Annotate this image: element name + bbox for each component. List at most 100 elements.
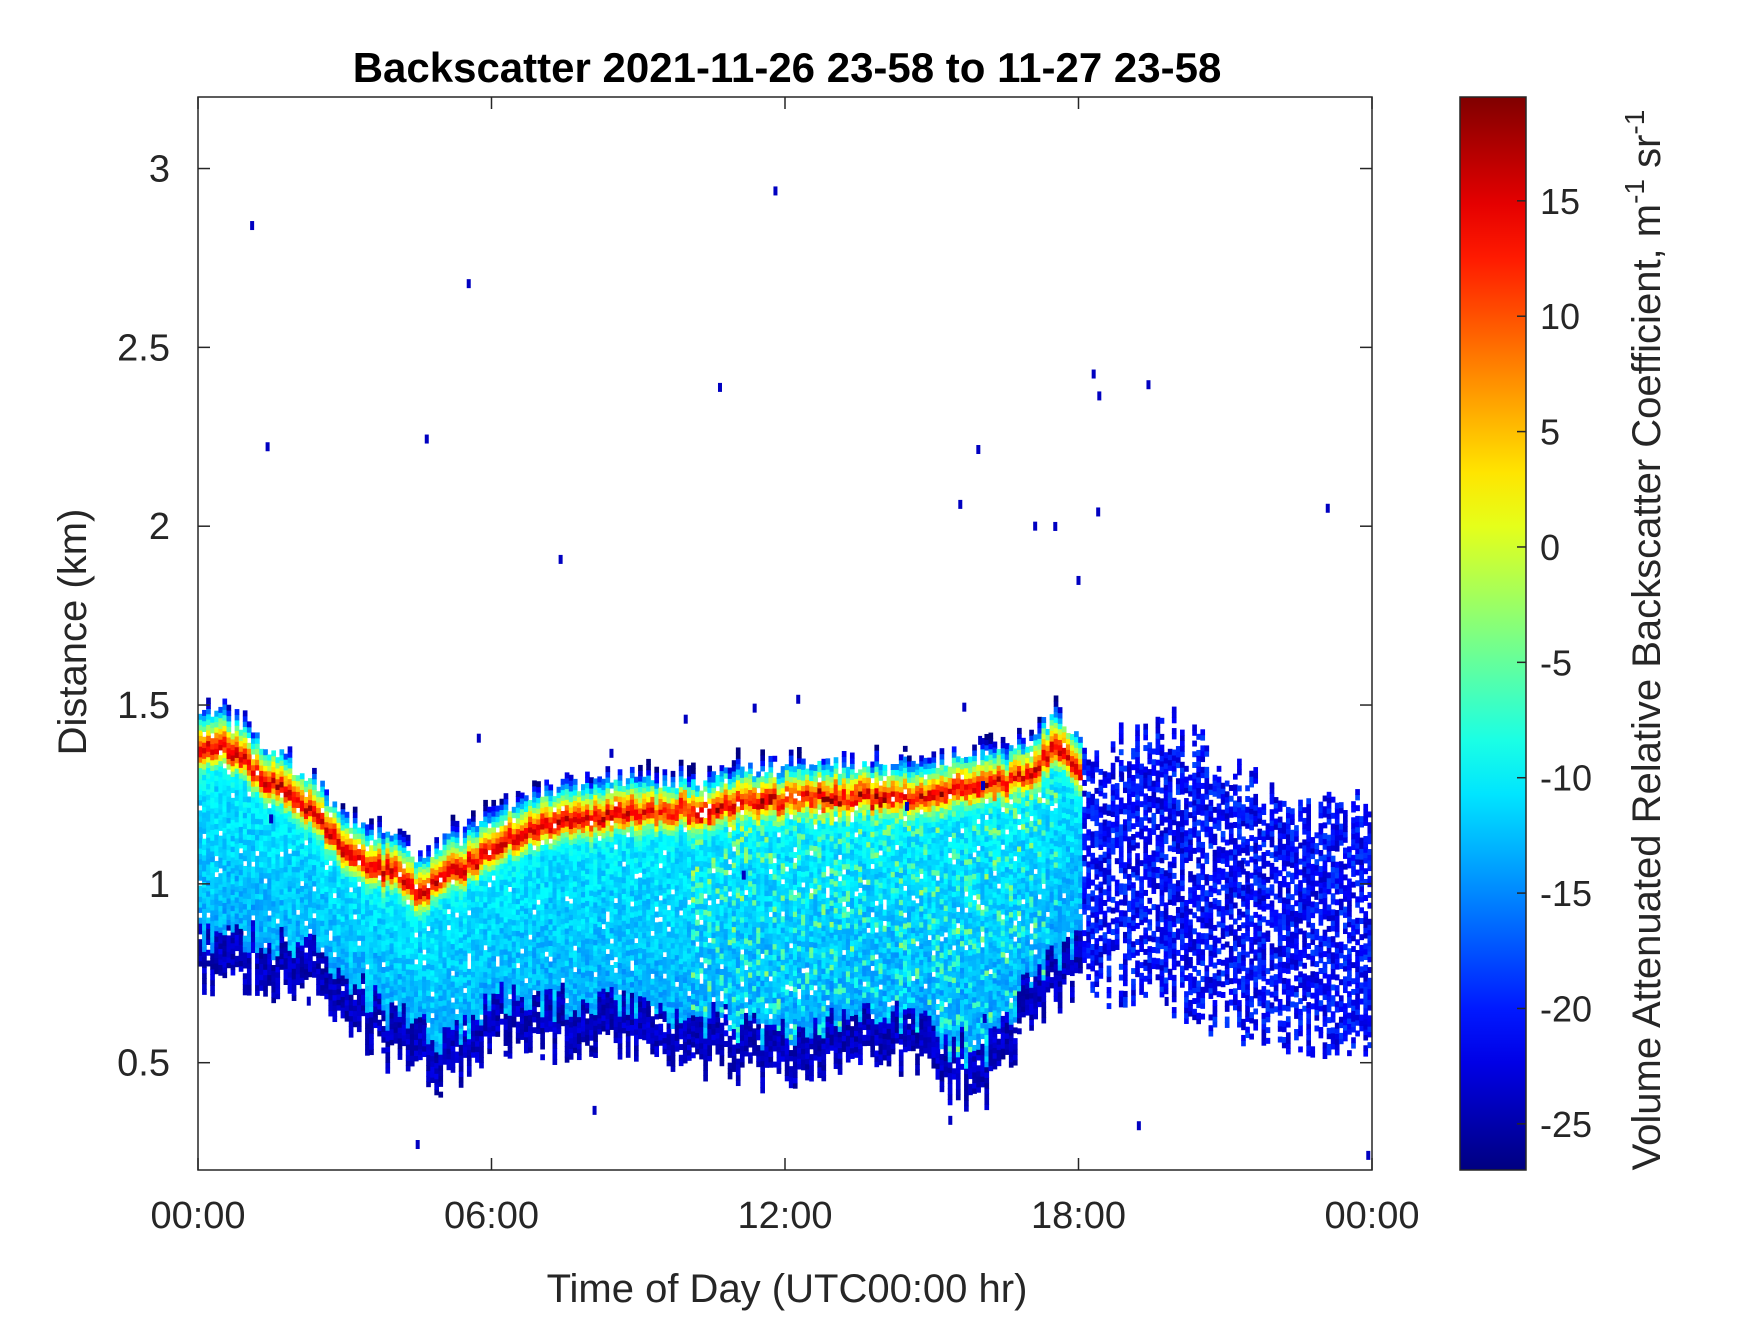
heatmap-cell (222, 913, 228, 920)
heatmap-cell (609, 846, 615, 853)
heatmap-cell (532, 1016, 537, 1023)
heatmap-cell (348, 876, 354, 883)
heatmap-cell (581, 918, 586, 925)
heatmap-cell (360, 1004, 366, 1011)
heatmap-cell (597, 781, 602, 788)
heatmap-cell (413, 991, 419, 998)
heatmap-cell (605, 857, 611, 864)
heatmap-cell (389, 878, 395, 885)
heatmap-cell (621, 1011, 627, 1018)
heatmap-cell (340, 980, 346, 987)
heatmap-cell (246, 860, 252, 867)
heatmap-cell (413, 878, 419, 885)
heatmap-cell (499, 868, 505, 875)
heatmap-cell (259, 904, 264, 911)
heatmap-cell (528, 1036, 533, 1043)
heatmap-cell (593, 939, 598, 946)
heatmap-cell (365, 1022, 370, 1029)
heatmap-cell (442, 972, 448, 979)
heatmap-cell (479, 1051, 484, 1058)
heatmap-cell (283, 903, 289, 910)
heatmap-cell (336, 940, 342, 947)
heatmap-cell (259, 818, 264, 825)
heatmap-cell (405, 1065, 411, 1072)
heatmap-cell (226, 753, 232, 759)
heatmap-cell (605, 953, 611, 960)
heatmap-cell (336, 892, 342, 898)
heatmap-cell (222, 848, 228, 855)
heatmap-cell (365, 899, 370, 906)
heatmap-cell (356, 1004, 362, 1011)
heatmap-cell (642, 857, 647, 864)
heatmap-cell (401, 847, 407, 853)
heatmap-cell (613, 806, 619, 813)
heatmap-cell (206, 810, 211, 817)
heatmap-cell (267, 867, 272, 874)
heatmap-cell (303, 936, 309, 943)
heatmap-cell (405, 974, 411, 981)
heatmap-cell (519, 953, 525, 960)
heatmap-cell (503, 1013, 509, 1020)
heatmap-cell (556, 985, 562, 992)
heatmap-cell (487, 844, 492, 851)
heatmap-cell (454, 1024, 460, 1031)
heatmap-cell (454, 1030, 460, 1037)
heatmap-cell (312, 794, 317, 801)
heatmap-cell (344, 1010, 350, 1017)
heatmap-cell (365, 1006, 370, 1013)
heatmap-cell (316, 914, 321, 921)
heatmap-cell (621, 1022, 627, 1029)
heatmap-cell (642, 798, 647, 805)
heatmap-cell (638, 995, 643, 1002)
heatmap-cell (246, 989, 252, 996)
heatmap-cell (287, 794, 293, 801)
heatmap-cell (576, 877, 582, 883)
heatmap-cell (287, 966, 293, 973)
heatmap-cell (422, 997, 427, 1004)
heatmap-cell (519, 937, 525, 944)
heatmap-cell (202, 768, 207, 775)
heatmap-cell (422, 927, 427, 934)
heatmap-cell (324, 848, 329, 855)
heatmap-cell (405, 1017, 411, 1024)
heatmap-cell (658, 1002, 664, 1009)
heatmap-cell (581, 837, 586, 844)
heatmap-cell (385, 1051, 391, 1058)
heatmap-cell (422, 954, 427, 961)
heatmap-cell (446, 940, 452, 947)
heatmap-cell (646, 941, 651, 948)
heatmap-cell (328, 972, 334, 979)
heatmap-cell (308, 788, 313, 795)
heatmap-cell (634, 819, 639, 826)
heatmap-cell (348, 999, 354, 1006)
heatmap-cell (397, 855, 403, 862)
heatmap-cell (475, 1029, 480, 1036)
heatmap-cell (462, 955, 468, 962)
heatmap-cell (275, 923, 281, 930)
heatmap-cell (210, 947, 215, 954)
heatmap-cell (303, 786, 309, 793)
heatmap-cell (283, 764, 289, 771)
heatmap-cell (515, 860, 521, 867)
heatmap-cell (609, 836, 615, 843)
heatmap-cell (434, 971, 440, 978)
heatmap-cell (287, 751, 293, 758)
heatmap-cell (303, 952, 309, 959)
heatmap-cell (267, 920, 272, 927)
heatmap-cell (564, 922, 570, 929)
heatmap-cell (609, 986, 615, 993)
heatmap-cell (642, 905, 647, 912)
heatmap-cell (316, 978, 321, 985)
heatmap-cell (523, 956, 529, 963)
heatmap-cell (544, 854, 550, 861)
heatmap-cell (230, 926, 236, 933)
heatmap-cell (418, 930, 423, 937)
heatmap-cell (210, 813, 215, 820)
heatmap-cell (454, 944, 460, 951)
heatmap-cell (250, 920, 256, 927)
heatmap-cell (662, 1042, 668, 1049)
heatmap-cell (650, 887, 655, 894)
heatmap-cell (275, 934, 281, 941)
heatmap-cell (479, 1035, 484, 1042)
heatmap-cell (377, 971, 382, 978)
